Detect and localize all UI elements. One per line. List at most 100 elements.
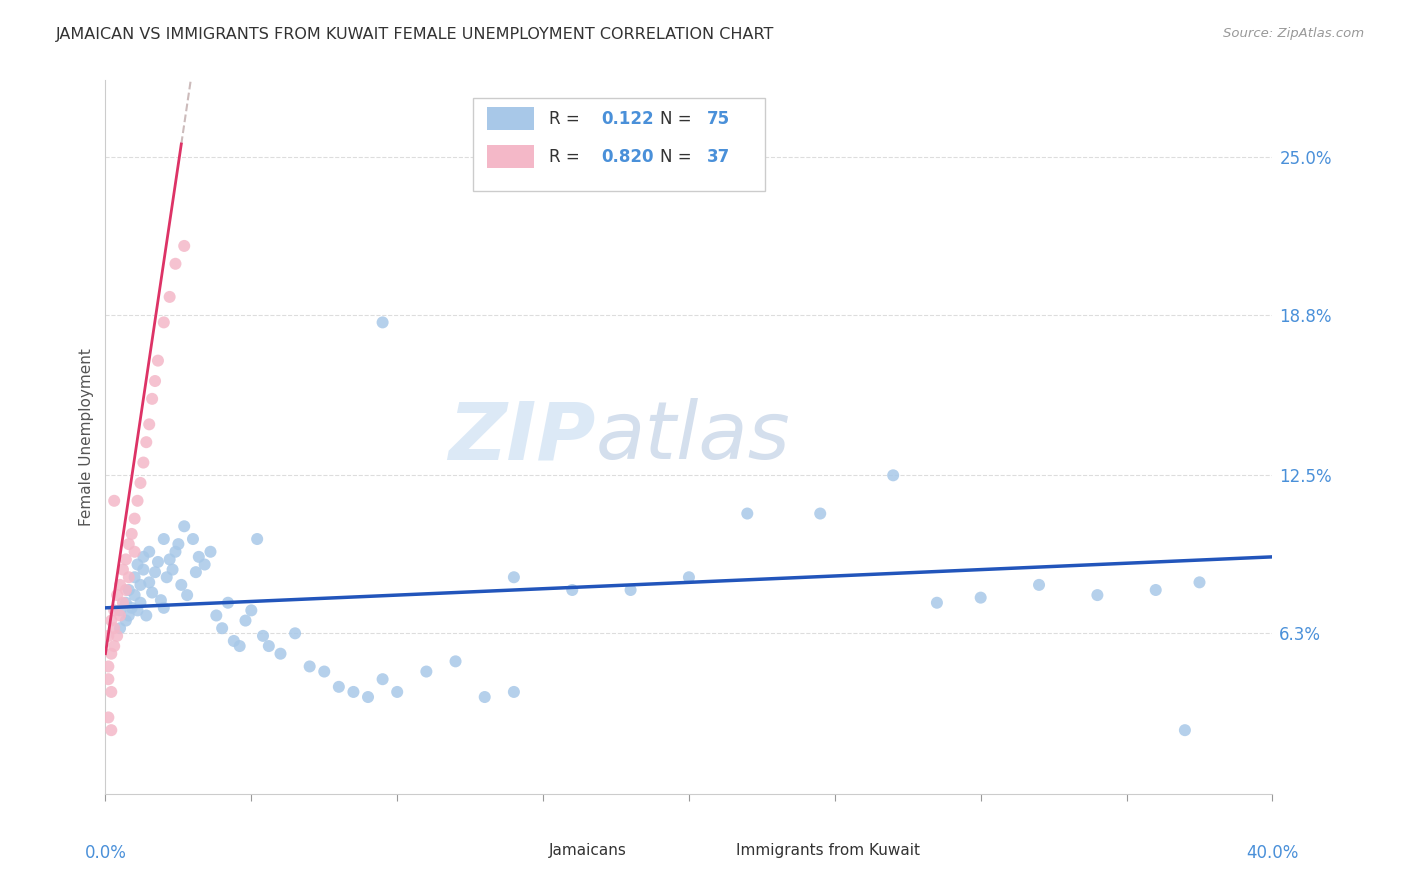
Text: ZIP: ZIP <box>449 398 596 476</box>
Point <box>97 710 120 724</box>
Point <box>124 511 146 525</box>
Point <box>162 563 184 577</box>
Point <box>205 608 228 623</box>
Point <box>298 659 321 673</box>
Point <box>135 608 157 623</box>
Point <box>121 527 143 541</box>
Point <box>156 570 179 584</box>
Text: 0.122: 0.122 <box>602 110 654 128</box>
FancyBboxPatch shape <box>472 98 765 191</box>
Point <box>187 549 209 564</box>
Point <box>103 621 125 635</box>
Point <box>118 570 141 584</box>
Point <box>135 435 157 450</box>
Point <box>415 665 437 679</box>
Point <box>269 647 292 661</box>
Point <box>1087 588 1109 602</box>
Point <box>118 582 141 597</box>
Text: 37: 37 <box>706 148 730 166</box>
Point <box>127 603 149 617</box>
Text: 0.820: 0.820 <box>602 148 654 166</box>
Point <box>153 532 174 546</box>
Point <box>222 634 245 648</box>
Point <box>149 593 172 607</box>
Point <box>678 570 700 584</box>
Point <box>138 575 160 590</box>
Text: 75: 75 <box>706 110 730 128</box>
Point <box>124 588 146 602</box>
Point <box>127 558 149 572</box>
Point <box>184 565 207 579</box>
Point <box>108 578 131 592</box>
Point <box>970 591 993 605</box>
Point <box>115 582 138 597</box>
Point <box>115 552 138 566</box>
Point <box>127 493 149 508</box>
Point <box>211 621 233 635</box>
Point <box>111 596 134 610</box>
Point <box>474 690 496 704</box>
Point <box>111 563 134 577</box>
Point <box>181 532 204 546</box>
Point <box>328 680 350 694</box>
Point <box>252 629 274 643</box>
Point <box>159 552 181 566</box>
Point <box>108 608 131 623</box>
Point <box>173 519 195 533</box>
Text: R =: R = <box>548 110 585 128</box>
Point <box>118 537 141 551</box>
FancyBboxPatch shape <box>486 145 534 168</box>
Point <box>284 626 307 640</box>
Point <box>146 353 169 368</box>
Point <box>129 596 152 610</box>
Text: 40.0%: 40.0% <box>1246 844 1299 862</box>
Point <box>808 507 831 521</box>
Point <box>159 290 181 304</box>
Point <box>141 585 163 599</box>
Point <box>132 549 155 564</box>
Point <box>357 690 380 704</box>
Text: N =: N = <box>659 110 696 128</box>
Point <box>342 685 364 699</box>
Point <box>100 647 122 661</box>
Point <box>118 608 141 623</box>
Point <box>105 588 128 602</box>
Point <box>165 545 187 559</box>
Point <box>138 545 160 559</box>
Point <box>173 239 195 253</box>
Point <box>561 582 583 597</box>
Point <box>124 545 146 559</box>
Point <box>143 565 166 579</box>
FancyBboxPatch shape <box>486 107 534 130</box>
Point <box>170 578 193 592</box>
Text: 0.0%: 0.0% <box>84 844 127 862</box>
Text: JAMAICAN VS IMMIGRANTS FROM KUWAIT FEMALE UNEMPLOYMENT CORRELATION CHART: JAMAICAN VS IMMIGRANTS FROM KUWAIT FEMAL… <box>56 27 775 42</box>
Point <box>97 659 120 673</box>
Point <box>146 555 169 569</box>
Point <box>371 315 394 329</box>
Point <box>246 532 269 546</box>
Point <box>503 570 526 584</box>
Point <box>371 672 394 686</box>
Text: Source: ZipAtlas.com: Source: ZipAtlas.com <box>1223 27 1364 40</box>
Point <box>143 374 166 388</box>
Point <box>138 417 160 432</box>
Point <box>235 614 257 628</box>
Point <box>153 315 174 329</box>
Text: R =: R = <box>548 148 585 166</box>
Point <box>217 596 239 610</box>
Point <box>176 588 198 602</box>
Point <box>103 493 125 508</box>
Point <box>103 639 125 653</box>
Point <box>194 558 217 572</box>
Point <box>108 603 131 617</box>
Y-axis label: Female Unemployment: Female Unemployment <box>79 348 94 526</box>
Point <box>228 639 250 653</box>
FancyBboxPatch shape <box>695 842 727 860</box>
Point <box>97 672 120 686</box>
Point <box>1188 575 1211 590</box>
Point <box>737 507 759 521</box>
Point <box>1144 582 1167 597</box>
Point <box>1174 723 1197 738</box>
Point <box>141 392 163 406</box>
